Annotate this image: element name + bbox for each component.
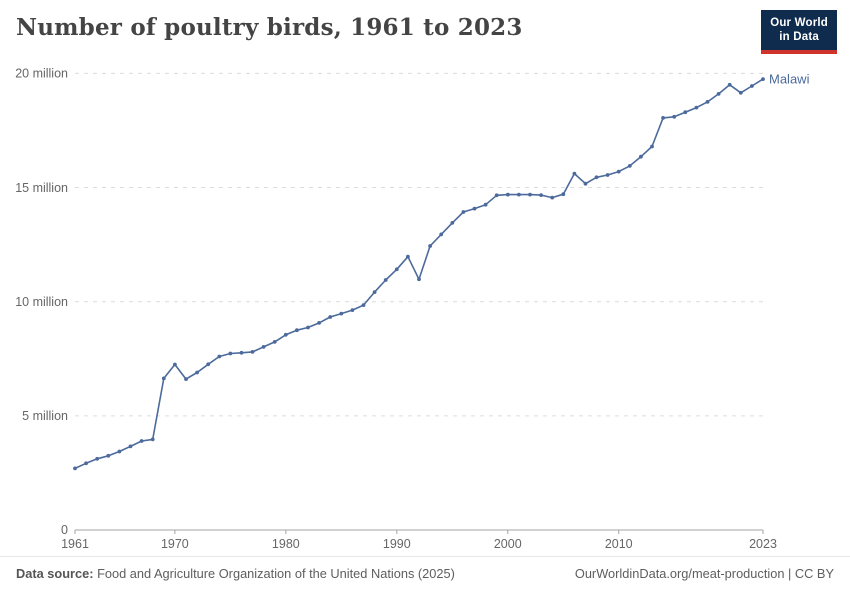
data-point[interactable]: [716, 92, 721, 96]
data-point[interactable]: [328, 315, 333, 319]
series-entity-label: Malawi: [769, 72, 810, 87]
data-point[interactable]: [261, 345, 266, 349]
page-title: Number of poultry birds, 1961 to 2023: [16, 14, 523, 41]
y-axis-tick-label: 5 million: [22, 409, 68, 423]
citation-link[interactable]: OurWorldinData.org/meat-production | CC …: [574, 566, 834, 581]
x-axis-tick-label: 2023: [749, 537, 777, 551]
data-point[interactable]: [705, 100, 710, 104]
y-axis-tick-label: 15 million: [15, 181, 68, 195]
data-point[interactable]: [528, 192, 532, 197]
data-point[interactable]: [406, 254, 410, 259]
owid-logo-line1: Our World: [770, 17, 828, 29]
data-point[interactable]: [550, 195, 555, 200]
data-point[interactable]: [295, 328, 299, 333]
data-point[interactable]: [217, 354, 222, 359]
data-point[interactable]: [672, 114, 677, 119]
data-point[interactable]: [272, 340, 277, 344]
owid-logo[interactable]: Our World in Data: [761, 10, 837, 54]
data-point[interactable]: [494, 193, 499, 198]
data-point[interactable]: [639, 154, 643, 159]
data-source-label: Data source:: [16, 566, 94, 581]
y-axis-tick-label: 0: [61, 523, 68, 537]
x-axis-tick-label: 2000: [494, 537, 522, 551]
y-axis-tick-label: 10 million: [15, 295, 68, 309]
chart-canvas[interactable]: 0 5 million 10 million 15 million 20 million…: [0, 0, 850, 556]
x-axis-tick-label: 1970: [161, 537, 189, 551]
data-point[interactable]: [317, 321, 321, 325]
data-point[interactable]: [583, 181, 588, 186]
data-point[interactable]: [173, 362, 177, 367]
data-point[interactable]: [394, 267, 399, 272]
data-point[interactable]: [195, 370, 200, 375]
data-point[interactable]: [372, 290, 377, 294]
data-point[interactable]: [228, 351, 233, 356]
data-point[interactable]: [461, 210, 466, 214]
x-axis-tick-label: 2010: [605, 537, 633, 551]
data-point[interactable]: [483, 202, 488, 207]
data-point[interactable]: [539, 193, 543, 198]
chart-footer: Data source: Food and Agriculture Organi…: [0, 556, 850, 581]
data-point[interactable]: [250, 350, 255, 354]
x-axis-tick-label: 1980: [272, 537, 300, 551]
owid-logo-box: Our World in Data: [761, 10, 837, 50]
owid-logo-line2: in Data: [779, 31, 819, 44]
data-point[interactable]: [505, 192, 510, 197]
data-point[interactable]: [161, 376, 166, 381]
data-point[interactable]: [95, 456, 100, 461]
data-point[interactable]: [150, 437, 155, 442]
data-point[interactable]: [517, 192, 521, 197]
data-source-note: Data source: Food and Agriculture Organi…: [16, 566, 455, 581]
data-point[interactable]: [738, 90, 743, 95]
data-point[interactable]: [206, 362, 211, 367]
data-source-text: Food and Agriculture Organization of the…: [93, 566, 455, 581]
x-axis-tick-label: 1961: [61, 537, 89, 551]
data-point[interactable]: [561, 192, 566, 197]
data-point[interactable]: [627, 164, 632, 168]
data-point[interactable]: [339, 311, 344, 316]
data-point[interactable]: [650, 144, 654, 149]
data-point[interactable]: [350, 308, 355, 312]
data-point[interactable]: [184, 377, 188, 381]
data-point[interactable]: [417, 277, 421, 282]
data-point[interactable]: [450, 221, 455, 225]
x-axis-tick-label: 1990: [383, 537, 411, 551]
data-point[interactable]: [239, 350, 244, 355]
data-point[interactable]: [84, 461, 88, 466]
data-point[interactable]: [683, 110, 688, 115]
data-point[interactable]: [73, 466, 77, 471]
data-point[interactable]: [106, 453, 111, 458]
data-point[interactable]: [472, 206, 477, 211]
data-point[interactable]: [128, 444, 133, 449]
data-point[interactable]: [605, 173, 610, 177]
data-point[interactable]: [361, 303, 366, 307]
y-axis-tick-label: 20 million: [15, 67, 68, 81]
data-point[interactable]: [139, 439, 144, 443]
data-point[interactable]: [383, 278, 388, 282]
data-point[interactable]: [306, 325, 310, 330]
data-point[interactable]: [572, 171, 577, 176]
data-point[interactable]: [283, 332, 288, 337]
data-point[interactable]: [694, 105, 699, 110]
data-point[interactable]: [727, 82, 732, 87]
data-point[interactable]: [616, 169, 621, 174]
data-point[interactable]: [761, 77, 765, 81]
data-point[interactable]: [594, 175, 599, 180]
data-line-malawi[interactable]: [74, 78, 764, 470]
data-point[interactable]: [661, 116, 665, 120]
data-point[interactable]: [428, 244, 432, 248]
owid-logo-accent-bar: [761, 49, 837, 54]
data-point[interactable]: [439, 232, 444, 237]
data-point[interactable]: [117, 449, 122, 454]
data-point[interactable]: [750, 84, 754, 88]
